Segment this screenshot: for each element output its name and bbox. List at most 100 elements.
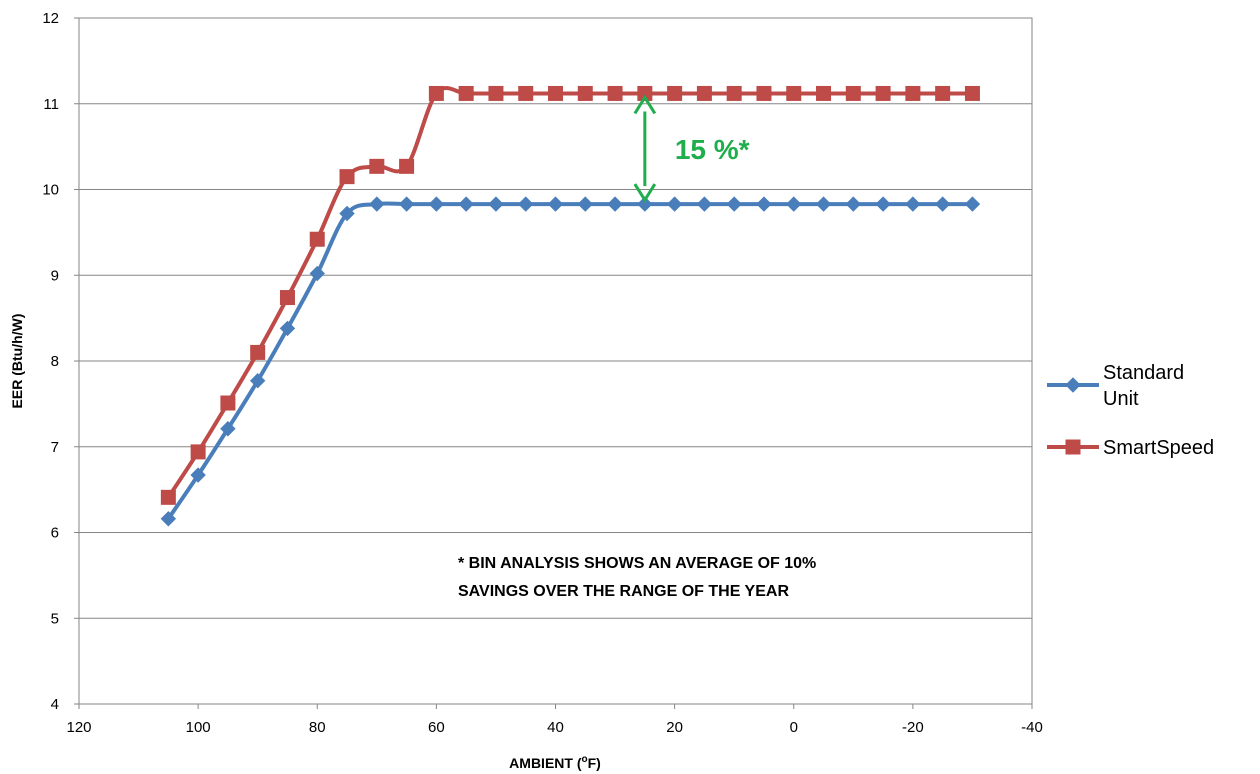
- data-point-standard-unit-19: [726, 196, 742, 212]
- y-tick-label-6: 6: [51, 525, 59, 542]
- data-point-standard-unit-7: [369, 196, 385, 212]
- x-tick-label-80: 80: [309, 719, 326, 736]
- x-tick-label-0: 0: [790, 719, 798, 736]
- series-layer: [160, 85, 981, 527]
- data-point-standard-unit-0: [160, 511, 177, 527]
- legend-label-standard-unit-0: Standard: [1103, 362, 1184, 384]
- data-point-smartspeed-26: [935, 85, 951, 101]
- x-tick-label-20: 20: [666, 719, 683, 736]
- data-point-smartspeed-15: [607, 85, 623, 101]
- data-point-smartspeed-18: [696, 85, 712, 101]
- series-line-standard-unit: [166, 201, 973, 520]
- data-point-standard-unit-20: [756, 196, 772, 212]
- data-point-smartspeed-7: [369, 158, 385, 174]
- data-point-standard-unit-1: [190, 467, 206, 483]
- legend: Standard Unit SmartSpeed: [1047, 362, 1214, 459]
- data-point-standard-unit-14: [577, 196, 593, 212]
- data-point-standard-unit-21: [786, 196, 802, 212]
- data-point-smartspeed-16: [637, 85, 653, 101]
- data-point-standard-unit-18: [696, 196, 713, 212]
- grid: [79, 17, 1032, 705]
- savings-callout: 15 %*: [675, 134, 750, 165]
- note-line-2: SAVINGS OVER THE RANGE OF THE YEAR: [458, 583, 789, 600]
- x-axis-ticks: 120 100 80 60 40 20 0 -20 -40: [66, 704, 1043, 736]
- legend-swatch-marker-smartspeed: [1065, 439, 1081, 455]
- y-axis-label: EER (Btu/h/W): [9, 314, 25, 409]
- data-point-smartspeed-27: [964, 85, 980, 101]
- y-tick-label-10: 10: [42, 182, 59, 199]
- y-axis-ticks: 4 5 6 7 8 9 10 11 12: [42, 10, 79, 713]
- legend-label-smartspeed-0: SmartSpeed: [1103, 437, 1214, 459]
- data-point-smartspeed-19: [726, 85, 742, 101]
- y-tick-label-7: 7: [51, 439, 59, 456]
- y-tick-label-5: 5: [51, 610, 59, 627]
- data-point-standard-unit-27: [964, 196, 981, 212]
- x-tick-label-100: 100: [186, 719, 211, 736]
- data-point-standard-unit-25: [905, 196, 921, 212]
- data-point-smartspeed-21: [786, 85, 802, 101]
- data-point-standard-unit-10: [458, 196, 474, 212]
- data-point-standard-unit-26: [934, 196, 951, 212]
- x-axis-label-tail: F): [588, 755, 601, 771]
- data-point-standard-unit-12: [518, 196, 534, 212]
- legend-swatch-marker-standard-unit: [1065, 377, 1081, 393]
- data-point-standard-unit-11: [488, 196, 504, 212]
- data-point-smartspeed-11: [488, 85, 504, 101]
- data-point-smartspeed-24: [875, 85, 891, 101]
- data-point-standard-unit-5: [309, 265, 325, 282]
- data-point-standard-unit-13: [547, 196, 564, 212]
- data-point-standard-unit-9: [428, 196, 445, 212]
- x-tick-label--40: -40: [1021, 719, 1043, 736]
- data-point-smartspeed-10: [458, 85, 474, 101]
- x-axis-label-main: AMBIENT (: [509, 755, 582, 771]
- x-axis-label: AMBIENT (oF): [509, 754, 601, 771]
- data-point-standard-unit-6: [339, 205, 355, 222]
- data-point-smartspeed-0: [160, 489, 176, 505]
- legend-item-smartspeed: SmartSpeed: [1047, 437, 1214, 459]
- data-point-standard-unit-4: [279, 320, 296, 337]
- x-tick-label-120: 120: [66, 719, 91, 736]
- data-point-standard-unit-15: [607, 196, 623, 212]
- gap-arrow-head-bottom: [633, 183, 657, 203]
- data-point-standard-unit-23: [845, 196, 862, 212]
- data-point-smartspeed-9: [428, 85, 444, 101]
- x-tick-label-40: 40: [547, 719, 564, 736]
- data-point-smartspeed-6: [339, 169, 355, 185]
- data-point-standard-unit-3: [249, 373, 266, 389]
- legend-item-standard-unit: Standard Unit: [1047, 362, 1184, 410]
- data-point-smartspeed-20: [756, 85, 772, 101]
- gap-arrow-head-top: [633, 94, 657, 115]
- data-point-smartspeed-1: [190, 444, 206, 460]
- series-smartspeed: [160, 85, 980, 505]
- y-tick-label-4: 4: [51, 696, 59, 713]
- data-point-smartspeed-4: [279, 290, 295, 306]
- data-point-standard-unit-24: [875, 196, 891, 212]
- data-point-smartspeed-14: [577, 85, 593, 101]
- data-point-smartspeed-17: [667, 85, 683, 101]
- x-tick-label-60: 60: [428, 719, 445, 736]
- data-point-smartspeed-22: [816, 85, 832, 101]
- y-tick-label-11: 11: [43, 96, 59, 113]
- data-point-smartspeed-2: [220, 395, 236, 411]
- annotation-layer: 15 %* * BIN ANALYSIS SHOWS AN AVERAGE OF…: [458, 94, 816, 600]
- y-tick-label-8: 8: [51, 353, 59, 370]
- data-point-smartspeed-3: [250, 344, 266, 360]
- data-point-standard-unit-2: [220, 421, 236, 437]
- data-point-smartspeed-13: [548, 85, 563, 101]
- data-point-standard-unit-8: [398, 196, 415, 212]
- y-tick-label-9: 9: [51, 267, 59, 284]
- series-line-smartspeed: [166, 86, 973, 499]
- series-standard-unit: [160, 196, 981, 527]
- data-point-standard-unit-22: [815, 196, 832, 212]
- data-point-smartspeed-23: [845, 85, 861, 101]
- note-line-1: * BIN ANALYSIS SHOWS AN AVERAGE OF 10%: [458, 555, 816, 572]
- data-point-smartspeed-8: [399, 158, 415, 174]
- data-point-smartspeed-12: [518, 85, 534, 101]
- x-tick-label--20: -20: [902, 719, 924, 736]
- data-point-standard-unit-17: [666, 196, 683, 212]
- x-axis-label-superscript: o: [582, 754, 588, 765]
- data-point-smartspeed-5: [309, 231, 325, 247]
- data-point-standard-unit-16: [637, 196, 653, 212]
- data-point-smartspeed-25: [905, 85, 921, 101]
